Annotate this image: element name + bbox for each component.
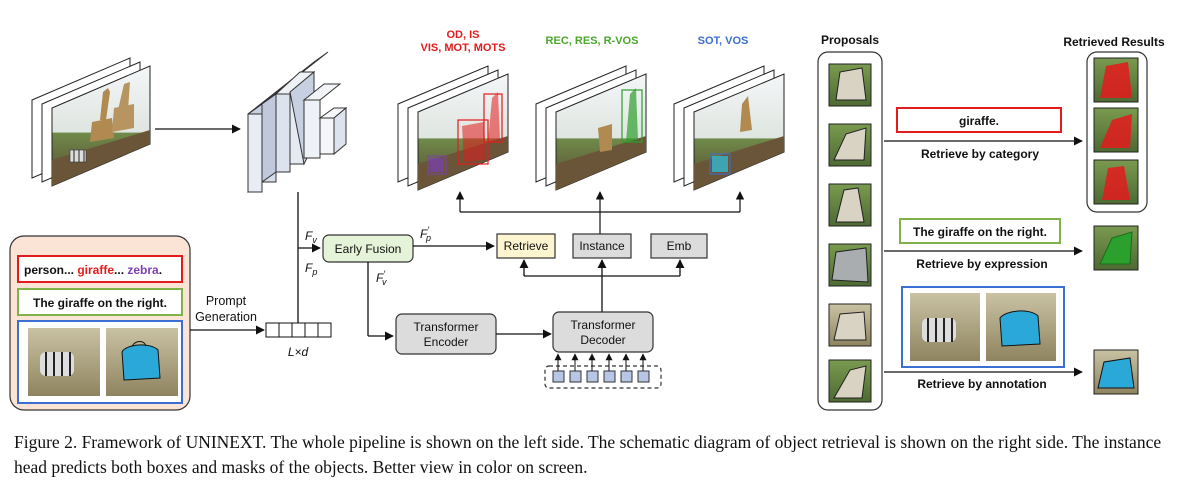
task-label-vis-mot: VIS, MOT, MOTS: [421, 42, 506, 54]
visual-backbone: [247, 51, 348, 193]
instance-label: Instance: [579, 239, 625, 253]
retrieve-label: Retrieve: [504, 239, 549, 253]
emb-head: [650, 233, 708, 259]
task-label-sot-vos: SOT, VOS: [698, 35, 749, 47]
retrieve-head: [496, 233, 556, 259]
prompt-generation-line2: Generation: [195, 310, 257, 324]
fp-label: Fp: [305, 261, 317, 277]
category-prompt: person... giraffe... zebra.: [24, 263, 162, 277]
output-frames-rec: [535, 65, 647, 191]
transformer-decoder-block: [552, 311, 654, 353]
expression-caption: Retrieve by expression: [916, 257, 1047, 271]
fv-label: Fv: [305, 229, 317, 245]
output-frames-sot: [673, 65, 785, 191]
prompt-input-panel: person... giraffe... zebra. The giraffe …: [9, 235, 191, 411]
category-caption: Retrieve by category: [921, 147, 1039, 161]
expression-query-box: [899, 218, 1061, 244]
retrieved-expression-result: [1093, 225, 1139, 271]
proposal-thumbnails: [828, 63, 872, 403]
decoder-label-line1: Transformer: [571, 318, 636, 332]
encoder-label-line2: Encoder: [424, 335, 469, 349]
prompt-shape-label: L×d: [288, 345, 309, 359]
retrieved-annotation-result: [1093, 349, 1139, 395]
fv-prime-label: F′ v: [376, 269, 387, 287]
task-label-rec-res: REC, RES, R-VOS: [546, 35, 639, 47]
fp-prime-label: F′ p: [420, 225, 431, 243]
proposals-title: Proposals: [821, 33, 879, 47]
instance-head: [572, 233, 632, 259]
prompt-generation-line1: Prompt: [206, 294, 247, 308]
annotation-caption: Retrieve by annotation: [917, 377, 1046, 391]
encoder-label-line1: Transformer: [414, 320, 479, 334]
category-query-box: [896, 107, 1062, 133]
early-fusion-label: Early Fusion: [335, 242, 402, 256]
retrieved-category-results: [1093, 57, 1139, 205]
expression-query: The giraffe on the right.: [913, 225, 1047, 239]
task-label-od-is: OD, IS: [446, 29, 479, 41]
prompt-embedding-cells: [265, 322, 332, 338]
category-query: giraffe.: [959, 114, 999, 128]
input-frames: [31, 57, 151, 187]
decoder-label-line2: Decoder: [580, 333, 625, 347]
output-frames-od: [397, 65, 509, 191]
emb-label: Emb: [667, 239, 692, 253]
retrieved-title: Retrieved Results: [1063, 35, 1165, 49]
object-queries: [544, 353, 662, 389]
expression-prompt: The giraffe on the right.: [33, 296, 167, 310]
figure-caption: Figure 2. Framework of UNINEXT. The whol…: [14, 432, 1162, 477]
